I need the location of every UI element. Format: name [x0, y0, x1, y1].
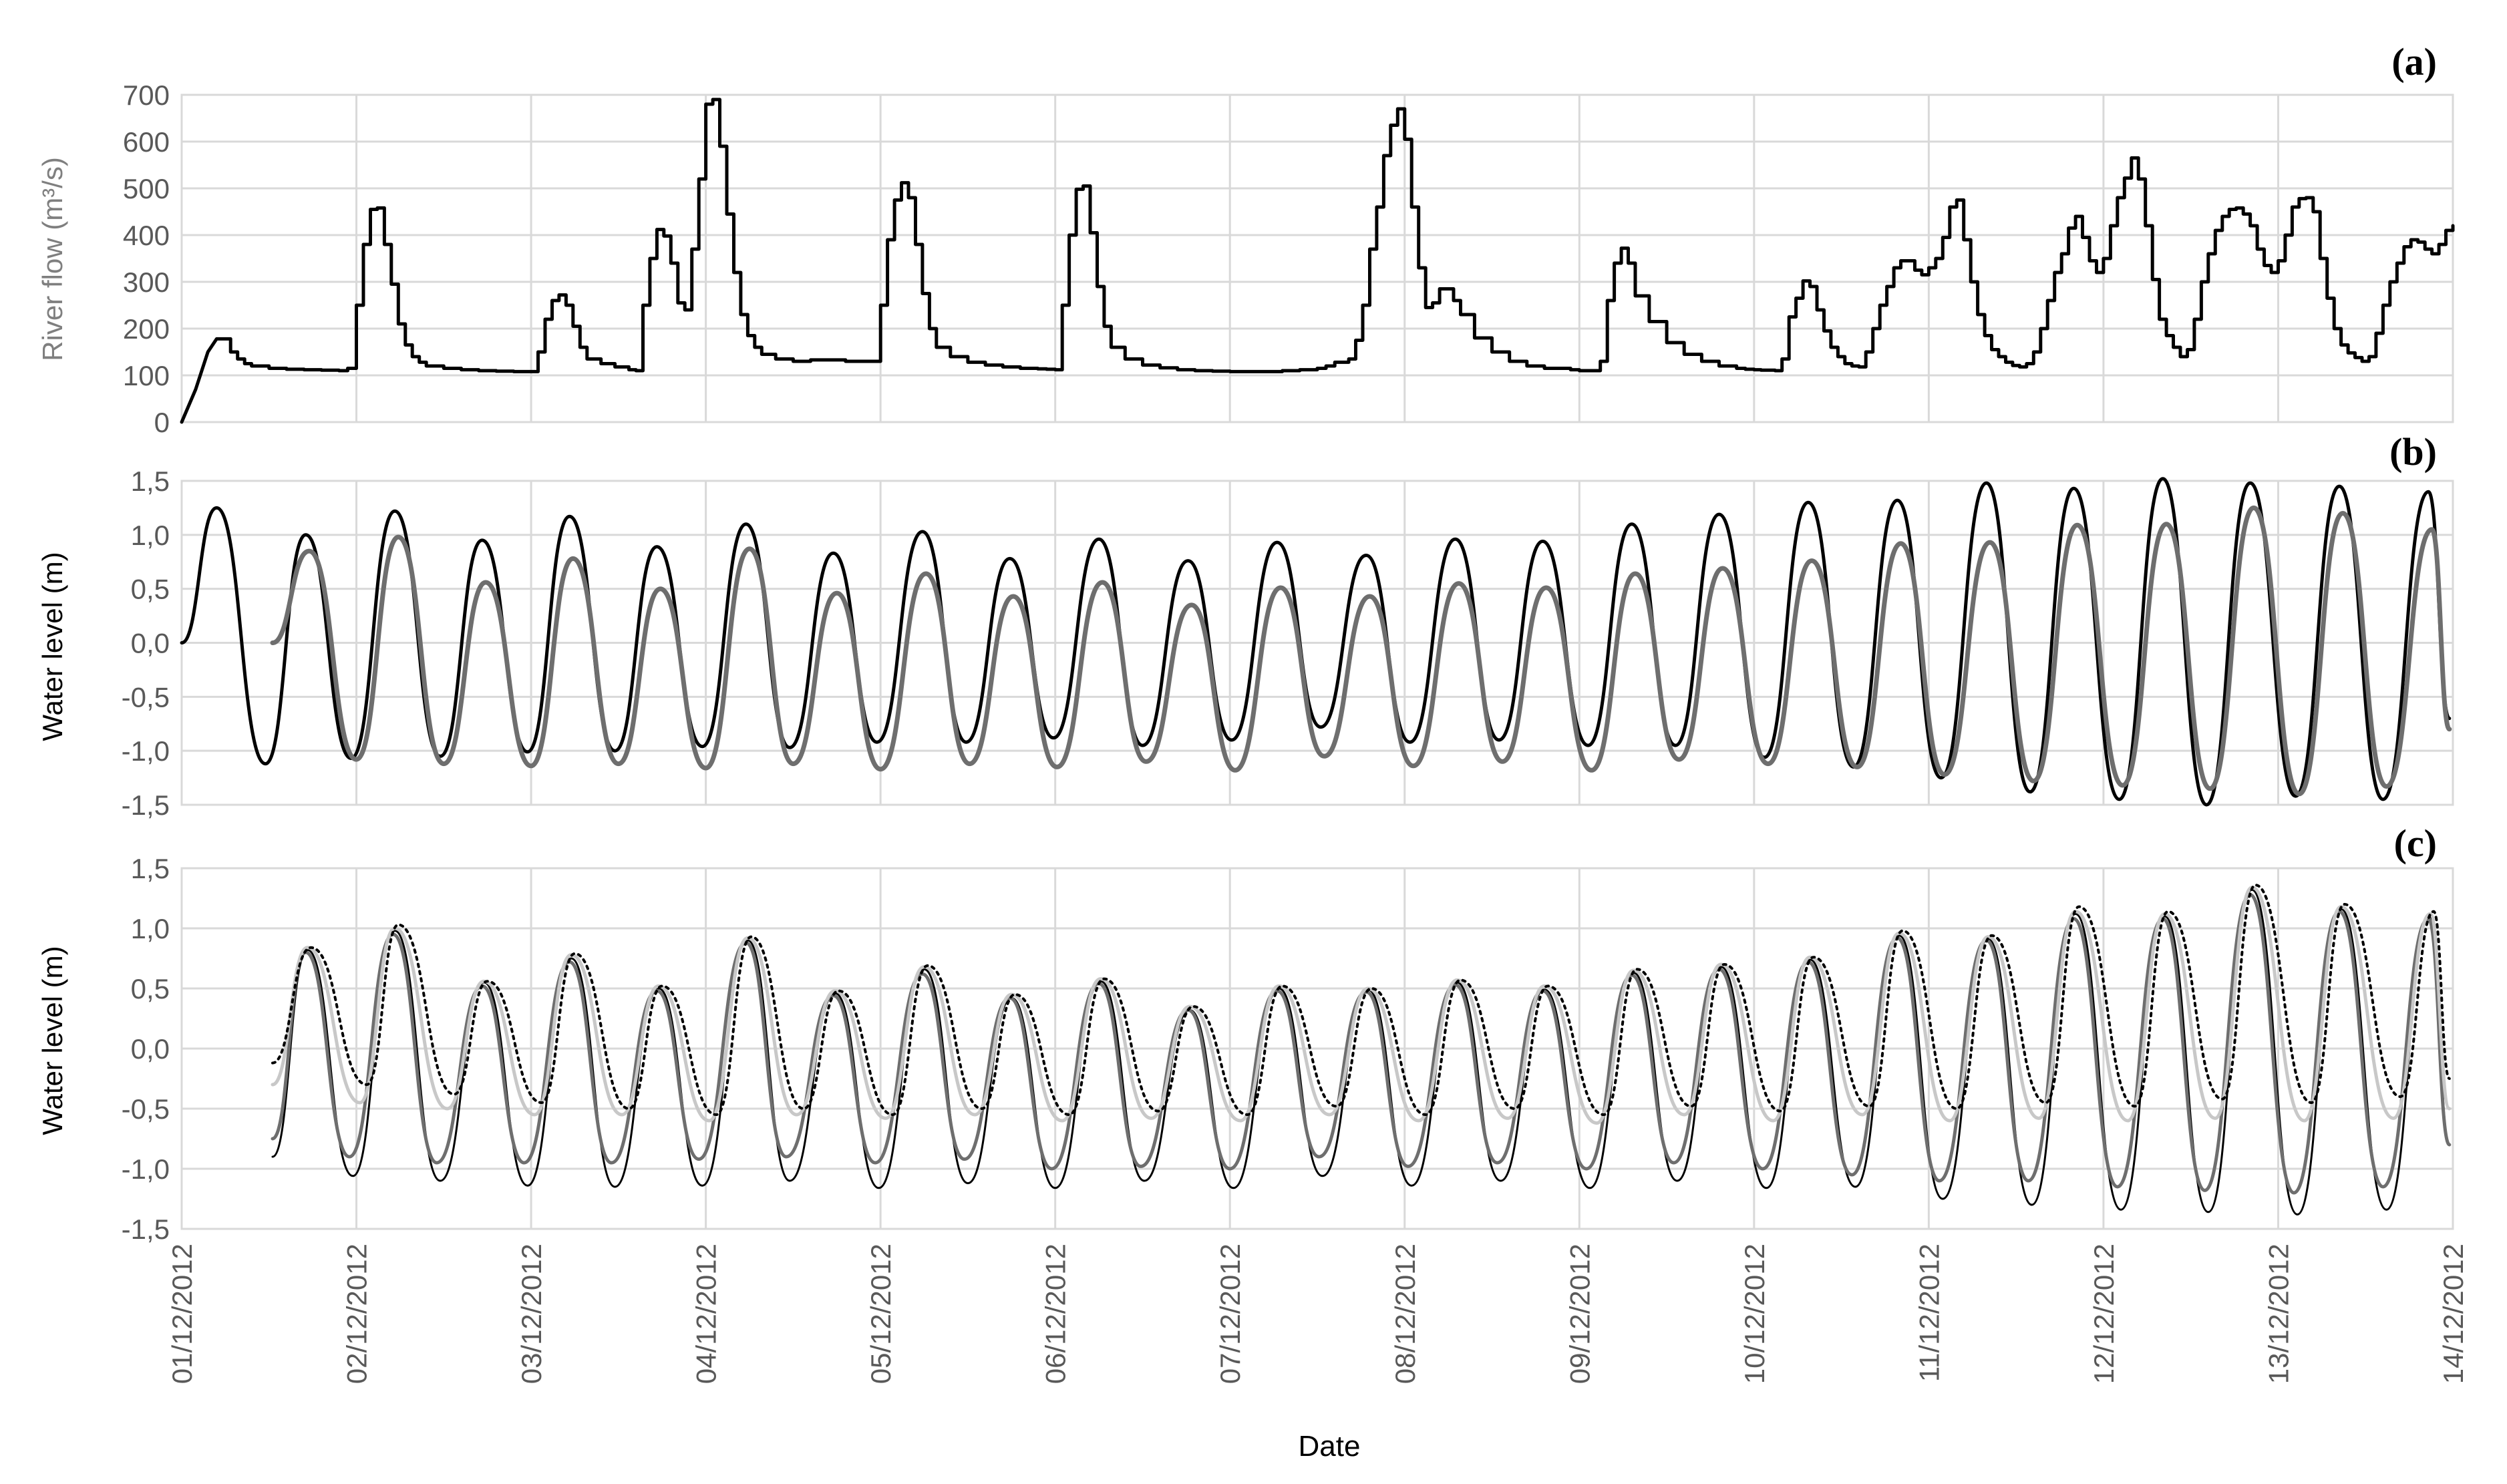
x-tick-label: 13/12/2012 — [2263, 1244, 2295, 1384]
x-axis: Date 01/12/2012 02/12/2012 03/12/2012 04/12… — [166, 1244, 2469, 1463]
panel-2-ytick-label: 0,0 — [131, 628, 170, 659]
x-tick-label: 10/12/2012 — [1739, 1244, 1770, 1384]
panel-a-river-flow: (a) River flow (m³/s) 0 100 200 300 400 500 60… — [37, 40, 2455, 438]
panel-2-ytick-label: 1,5 — [131, 466, 170, 497]
x-tick-label: 11/12/2012 — [1913, 1244, 1945, 1382]
x-tick-label: 03/12/2012 — [516, 1244, 547, 1384]
panel-1-ytick-label: 200 — [123, 313, 170, 345]
x-tick-label: 08/12/2012 — [1389, 1244, 1421, 1384]
panel-3-frame — [180, 867, 2454, 1230]
panel-3-series-2-line — [271, 893, 2452, 1195]
x-tick-label: 07/12/2012 — [1214, 1244, 1246, 1384]
panel-2-ytick-label: -1,0 — [122, 735, 170, 767]
panel-1-ytick-label: 500 — [123, 173, 170, 204]
x-tick-label: 04/12/2012 — [691, 1244, 722, 1384]
panel-1-ytick-label: 600 — [123, 126, 170, 158]
panel-2-ytick-label: -0,5 — [122, 681, 170, 713]
panel-b-label: (b) — [2389, 430, 2437, 474]
panel-3-ytick-label: -1,5 — [122, 1214, 170, 1245]
panel-a-label: (a) — [2391, 40, 2437, 83]
panel-b-ylabel: Water level (m) — [37, 552, 68, 741]
panel-1-frame — [180, 94, 2454, 423]
panel-3-series-1-line — [271, 888, 2451, 1216]
panel-1-ytick-label: 700 — [123, 79, 170, 111]
panel-2-ytick-label: 1,0 — [131, 520, 170, 551]
x-tick-label: 02/12/2012 — [341, 1244, 373, 1384]
panel-2-ytick-label: -1,5 — [122, 789, 170, 821]
x-tick-label: 12/12/2012 — [2088, 1244, 2120, 1384]
panel-b-water-level: (b) Water level (m) -1,5 -1,0 -0,5 0,0 0,5 1,… — [37, 430, 2454, 821]
x-tick-label: 06/12/2012 — [1040, 1244, 1071, 1384]
x-tick-label: 14/12/2012 — [2438, 1244, 2469, 1384]
panel-c-ylabel: Water level (m) — [37, 946, 68, 1135]
panel-3-series-3-line — [271, 886, 2452, 1125]
x-axis-title: Date — [1299, 1430, 1361, 1463]
panel-3-ytick-label: 0,5 — [131, 973, 170, 1004]
panel-2-ytick-label: 0,5 — [131, 574, 170, 605]
x-tick-label: 01/12/2012 — [166, 1244, 198, 1384]
panel-3-ytick-label: -1,0 — [122, 1153, 170, 1185]
panel-3-ytick-label: -0,5 — [122, 1093, 170, 1125]
panel-c-water-level: (c) Water level (m) -1,5 -1,0 -0,5 0,0 0,5 1,… — [37, 821, 2454, 1245]
x-tick-label: 09/12/2012 — [1564, 1244, 1595, 1384]
panel-3-series-4-line — [271, 884, 2451, 1116]
panel-3-ytick-label: 1,5 — [131, 853, 170, 884]
panel-1-series-1-line — [180, 98, 2455, 424]
panel-1-ytick-label: 0 — [154, 407, 170, 438]
panel-1-ytick-label: 100 — [123, 360, 170, 391]
panel-a-ylabel: River flow (m³/s) — [37, 157, 68, 361]
x-tick-label: 05/12/2012 — [865, 1244, 896, 1384]
panel-1-ytick-label: 300 — [123, 266, 170, 298]
panel-2-series-2-line — [270, 505, 2452, 797]
panel-3-ytick-label: 1,0 — [131, 913, 170, 944]
panel-c-label: (c) — [2394, 821, 2437, 865]
panel-1-ytick-label: 400 — [123, 220, 170, 251]
panel-3-ytick-label: 0,0 — [131, 1033, 170, 1065]
